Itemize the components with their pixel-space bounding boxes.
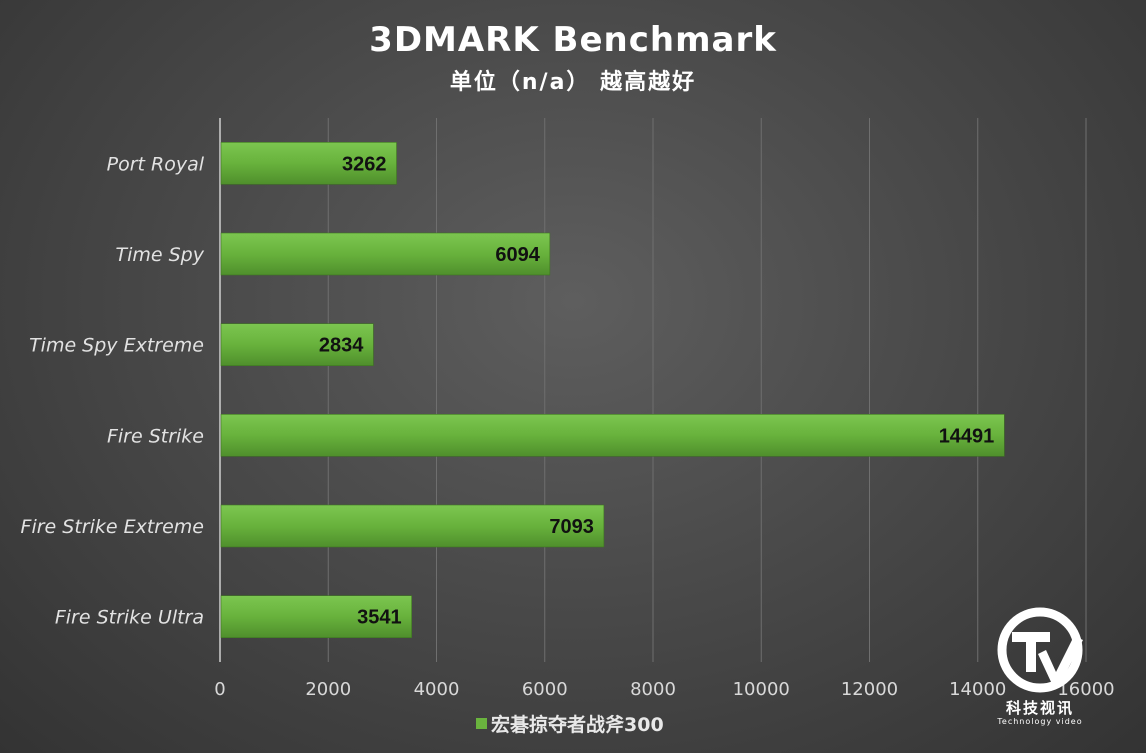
bar-value-label: 2834 (319, 335, 364, 357)
bar-value-label: 3262 (342, 153, 387, 175)
category-labels: Port Royal Time Spy Time Spy Extreme Fire S… (21, 153, 205, 628)
bar (220, 323, 374, 366)
watermark-subtitle: Technology video (996, 717, 1082, 726)
bar-value-label: 3541 (357, 607, 402, 629)
x-tick-label: 8000 (630, 679, 676, 700)
x-tick-label: 6000 (522, 679, 568, 700)
x-tick-label: 14000 (949, 679, 1006, 700)
category-label: Time Spy (116, 244, 205, 266)
x-axis-ticks: 0 2000 4000 6000 8000 10000 12000 14000 16000 (214, 679, 1114, 700)
bar-value-label: 6094 (495, 244, 540, 266)
watermark-logo: 科技视讯 Technology video (996, 607, 1083, 726)
bar-value-label: 14491 (939, 425, 995, 447)
legend-label: 宏碁掠夺者战斧300 (491, 713, 664, 736)
chart-title: 3DMARK Benchmark (369, 20, 777, 60)
category-label: Port Royal (107, 153, 205, 175)
bar (220, 414, 1005, 457)
category-label: Fire Strike (107, 425, 204, 447)
legend: 宏碁掠夺者战斧300 (476, 713, 664, 736)
category-label: Fire Strike Ultra (55, 607, 204, 629)
x-tick-label: 16000 (1057, 679, 1114, 700)
bar (220, 232, 551, 276)
legend-swatch (476, 718, 487, 729)
category-label: Time Spy Extreme (29, 335, 204, 357)
bar (220, 504, 605, 548)
x-tick-label: 10000 (733, 679, 790, 700)
bars: 3262 6094 2834 14491 7093 3541 (220, 142, 1005, 638)
watermark-name: 科技视讯 (1006, 699, 1074, 717)
logo-circle-icon (997, 607, 1083, 693)
chart-subtitle: 单位（n/a） 越高越好 (450, 69, 696, 95)
category-label: Fire Strike Extreme (21, 516, 204, 538)
x-tick-label: 2000 (305, 679, 351, 700)
x-tick-label: 0 (214, 679, 225, 700)
x-tick-label: 4000 (414, 679, 460, 700)
logo-tv-mark-icon (1012, 632, 1083, 684)
x-tick-label: 12000 (841, 679, 898, 700)
gridlines (327, 118, 1087, 662)
bar (220, 142, 397, 185)
bar (220, 595, 412, 638)
bar-value-label: 7093 (549, 516, 594, 538)
